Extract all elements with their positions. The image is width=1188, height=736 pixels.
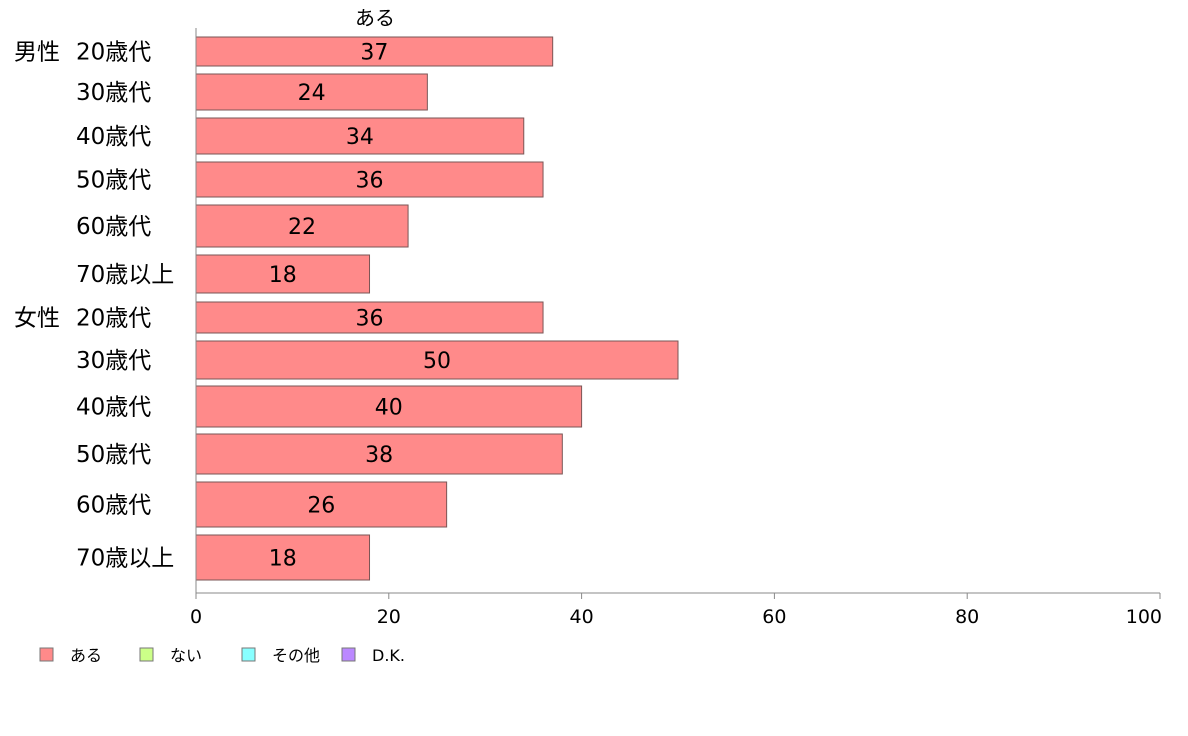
x-axis: 0 20 40 60 80 100 <box>190 28 1162 628</box>
x-tick-label: 80 <box>955 606 979 628</box>
chart-title: ある <box>355 6 395 30</box>
data-label: 50 <box>423 349 451 374</box>
legend-label: その他 <box>272 646 320 665</box>
bar <box>195 204 409 248</box>
category-label: 30歳代 <box>76 348 151 374</box>
group-label: 男性 <box>14 40 60 66</box>
data-label: 40 <box>375 396 403 421</box>
legend: ある ない その他 D.K. <box>39 646 405 665</box>
legend-label: ない <box>170 646 202 665</box>
x-tick-label: 40 <box>570 606 594 628</box>
bar <box>195 481 448 528</box>
data-label: 18 <box>269 547 297 572</box>
legend-swatch <box>39 647 54 662</box>
x-tick-label: 0 <box>190 606 202 628</box>
x-tick-label: 100 <box>1126 606 1162 628</box>
data-label: 24 <box>298 81 326 106</box>
category-label: 50歳代 <box>76 442 151 468</box>
legend-swatch <box>341 647 356 662</box>
bars-layer: 37 24 34 36 22 18 36 50 40 38 26 18 <box>195 36 679 581</box>
x-tick-label: 60 <box>762 606 786 628</box>
group-label: 女性 <box>14 306 60 332</box>
category-label: 60歳代 <box>76 493 151 519</box>
bar <box>195 117 525 155</box>
data-label: 18 <box>269 263 297 288</box>
category-label: 70歳以上 <box>76 262 174 288</box>
bar <box>195 534 371 581</box>
legend-swatch <box>139 647 154 662</box>
data-label: 36 <box>356 307 384 332</box>
legend-label: D.K. <box>372 646 405 665</box>
category-label: 60歳代 <box>76 214 151 240</box>
category-label: 50歳代 <box>76 168 151 194</box>
data-label: 26 <box>307 494 335 519</box>
data-label: 22 <box>288 215 316 240</box>
category-label: 40歳代 <box>76 124 151 150</box>
bar <box>195 433 563 475</box>
data-label: 38 <box>365 443 393 468</box>
category-label: 20歳代 <box>76 40 151 66</box>
category-label: 20歳代 <box>76 306 151 332</box>
category-label: 70歳以上 <box>76 546 174 572</box>
category-label: 40歳代 <box>76 395 151 421</box>
data-label: 36 <box>356 169 384 194</box>
legend-swatch <box>241 647 256 662</box>
legend-label: ある <box>70 646 102 665</box>
bar <box>195 73 428 111</box>
data-label: 37 <box>360 41 388 66</box>
bar <box>195 301 544 334</box>
category-label: 30歳代 <box>76 80 151 106</box>
bar <box>195 36 554 67</box>
bar <box>195 161 544 198</box>
data-label: 34 <box>346 125 374 150</box>
x-tick-label: 20 <box>377 606 401 628</box>
